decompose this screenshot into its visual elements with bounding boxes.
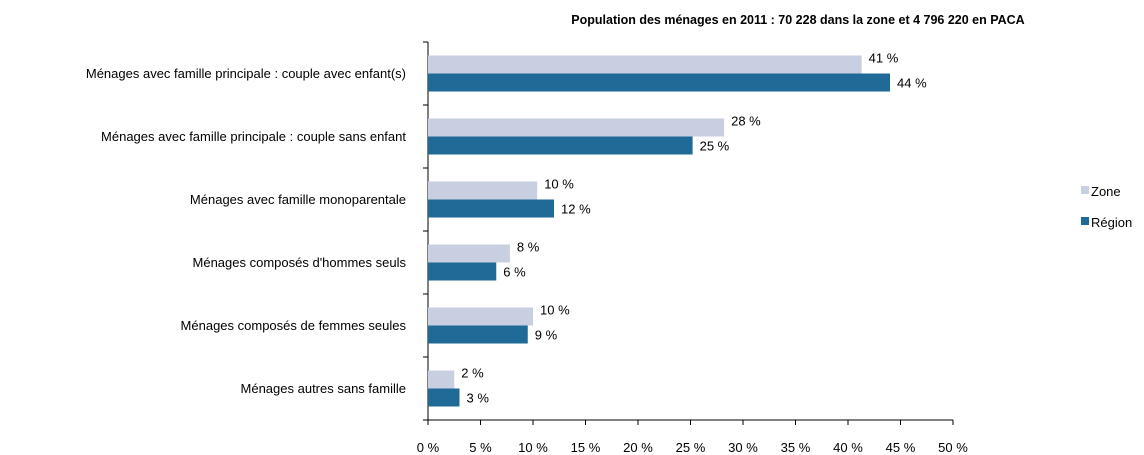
data-label: 10 %	[540, 303, 570, 318]
bar-rgion	[428, 388, 460, 407]
legend-swatch	[1081, 186, 1089, 194]
x-tick-label: 40 %	[833, 440, 863, 455]
data-label: 41 %	[869, 51, 899, 66]
category-label: Ménages avec famille principale : couple…	[86, 66, 406, 81]
x-tick-label: 30 %	[728, 440, 758, 455]
legend-label: Zone	[1091, 184, 1121, 199]
data-label: 12 %	[561, 202, 591, 217]
bar-rgion	[428, 325, 528, 344]
chart-title: Population des ménages en 2011 : 70 228 …	[571, 13, 1024, 27]
x-tick-label: 35 %	[781, 440, 811, 455]
x-tick-label: 10 %	[518, 440, 548, 455]
x-tick-label: 45 %	[886, 440, 916, 455]
category-label: Ménages avec famille monoparentale	[190, 192, 406, 207]
bar-rgion	[428, 136, 693, 155]
bar-zone	[428, 181, 538, 200]
plot-area: 0 % 5 % 10 % 15 % 20 % 25 % 30 % 35 % 40 % 45 % 50…	[86, 41, 968, 455]
data-label: 44 %	[897, 76, 927, 91]
bar-zone	[428, 118, 725, 137]
x-tick-label: 25 %	[676, 440, 706, 455]
data-label: 8 %	[517, 240, 540, 255]
bar-zone	[428, 307, 533, 326]
data-label: 10 %	[544, 177, 574, 192]
category-label: Ménages autres sans famille	[241, 381, 406, 396]
x-tick-label: 20 %	[623, 440, 653, 455]
legend-swatch	[1081, 217, 1089, 225]
category-label: Ménages avec famille principale : couple…	[101, 129, 406, 144]
data-label: 6 %	[503, 265, 526, 280]
category-label: Ménages composés d'hommes seuls	[193, 255, 407, 270]
data-label: 9 %	[535, 328, 558, 343]
data-label: 28 %	[731, 114, 761, 129]
legend-label: Région	[1091, 215, 1132, 230]
bar-rgion	[428, 199, 554, 218]
bar-zone	[428, 370, 455, 389]
bar-rgion	[428, 262, 497, 281]
category-label: Ménages composés de femmes seules	[181, 318, 407, 333]
data-label: 2 %	[461, 366, 484, 381]
x-tick-label: 15 %	[571, 440, 601, 455]
data-label: 25 %	[700, 139, 730, 154]
x-tick-label: 50 %	[938, 440, 968, 455]
bar-zone	[428, 55, 862, 74]
x-tick-label: 0 %	[417, 440, 440, 455]
legend: Zone Région	[1081, 184, 1132, 230]
bar-zone	[428, 244, 510, 263]
data-label: 3 %	[467, 391, 490, 406]
x-tick-label: 5 %	[469, 440, 492, 455]
bar-rgion	[428, 73, 890, 92]
